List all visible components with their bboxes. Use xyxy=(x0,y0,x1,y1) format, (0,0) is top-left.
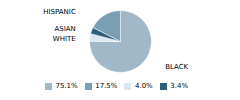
svg-text:BLACK: BLACK xyxy=(165,63,188,71)
html-text:17.5%: 17.5% xyxy=(95,82,118,90)
html-text:4.0%: 4.0% xyxy=(135,82,153,90)
svg-text:ASIAN: ASIAN xyxy=(54,25,75,33)
html-text:75.1%: 75.1% xyxy=(55,82,78,90)
html-text:3.4%: 3.4% xyxy=(170,82,188,90)
svg-text:WHITE: WHITE xyxy=(53,35,76,43)
svg-text:HISPANIC: HISPANIC xyxy=(43,8,76,16)
